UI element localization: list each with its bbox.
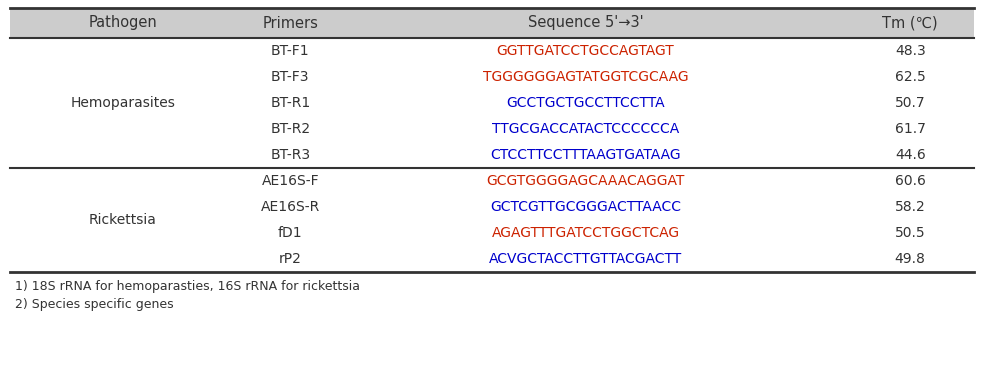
Text: 50.5: 50.5 xyxy=(894,226,926,240)
Text: BT-F1: BT-F1 xyxy=(271,44,310,58)
Text: Sequence 5'→3': Sequence 5'→3' xyxy=(527,16,644,30)
Text: GCGTGGGGAGCAAACAGGAT: GCGTGGGGAGCAAACAGGAT xyxy=(486,174,685,188)
Text: BT-R3: BT-R3 xyxy=(271,148,310,162)
Text: TGGGGGGAGTATGGTCGCAAG: TGGGGGGAGTATGGTCGCAAG xyxy=(483,70,688,84)
Text: TTGCGACCATACTCCCCCCA: TTGCGACCATACTCCCCCCA xyxy=(492,122,679,136)
Text: 60.6: 60.6 xyxy=(894,174,926,188)
Text: AE16S-R: AE16S-R xyxy=(261,200,320,214)
Text: 44.6: 44.6 xyxy=(894,148,926,162)
Text: 48.3: 48.3 xyxy=(894,44,926,58)
Text: 1) 18S rRNA for hemoparasties, 16S rRNA for rickettsia: 1) 18S rRNA for hemoparasties, 16S rRNA … xyxy=(15,280,360,293)
Text: rP2: rP2 xyxy=(278,252,302,266)
Text: 49.8: 49.8 xyxy=(894,252,926,266)
Text: AE16S-F: AE16S-F xyxy=(262,174,319,188)
Text: 2) Species specific genes: 2) Species specific genes xyxy=(15,298,173,311)
Text: Tm (℃): Tm (℃) xyxy=(883,16,938,30)
Text: BT-F3: BT-F3 xyxy=(271,70,310,84)
Text: 58.2: 58.2 xyxy=(894,200,926,214)
FancyBboxPatch shape xyxy=(10,8,974,38)
Text: 61.7: 61.7 xyxy=(894,122,926,136)
Text: CTCCTTCCTTTAAGTGATAAG: CTCCTTCCTTTAAGTGATAAG xyxy=(490,148,681,162)
Text: fD1: fD1 xyxy=(277,226,303,240)
Text: 50.7: 50.7 xyxy=(894,96,926,110)
Text: BT-R2: BT-R2 xyxy=(271,122,310,136)
Text: Pathogen: Pathogen xyxy=(89,16,157,30)
Text: GCCTGCTGCCTTCCTTA: GCCTGCTGCCTTCCTTA xyxy=(506,96,665,110)
Text: Primers: Primers xyxy=(263,16,318,30)
Text: Rickettsia: Rickettsia xyxy=(90,213,156,227)
Text: 62.5: 62.5 xyxy=(894,70,926,84)
Text: BT-R1: BT-R1 xyxy=(271,96,310,110)
Text: Hemoparasites: Hemoparasites xyxy=(71,96,175,110)
Text: ACVGCTACCTTGTTACGACTT: ACVGCTACCTTGTTACGACTT xyxy=(489,252,682,266)
Text: GCTCGTTGCGGGACTTAACC: GCTCGTTGCGGGACTTAACC xyxy=(490,200,681,214)
Text: AGAGTTTGATCCTGGCTCAG: AGAGTTTGATCCTGGCTCAG xyxy=(491,226,680,240)
Text: GGTTGATCCTGCCAGTAGT: GGTTGATCCTGCCAGTAGT xyxy=(497,44,674,58)
